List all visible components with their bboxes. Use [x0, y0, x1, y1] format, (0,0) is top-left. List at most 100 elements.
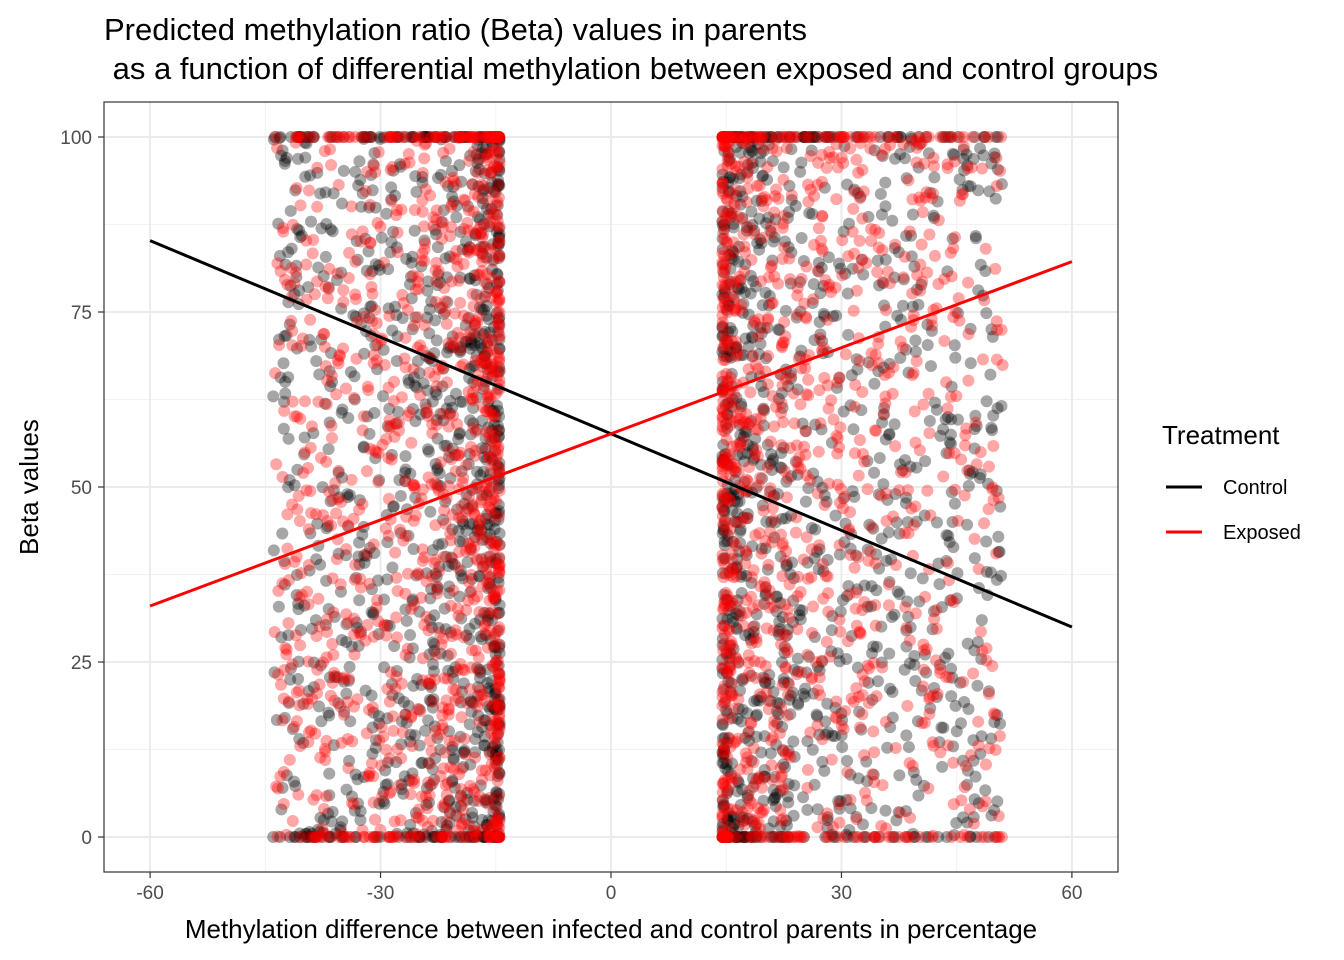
point-control — [323, 767, 336, 780]
point-exposed — [367, 796, 380, 809]
point-control — [908, 658, 921, 671]
point-control — [424, 614, 437, 627]
point-control — [486, 700, 499, 713]
point-exposed — [988, 831, 1001, 843]
point-control — [872, 488, 885, 501]
point-control — [755, 458, 768, 471]
point-exposed — [464, 325, 477, 338]
point-control — [725, 400, 738, 413]
point-control — [387, 500, 400, 513]
point-control — [877, 408, 890, 421]
point-control — [746, 131, 759, 143]
point-exposed — [432, 565, 445, 578]
point-exposed — [356, 225, 369, 238]
point-control — [731, 516, 744, 529]
point-exposed — [830, 193, 843, 206]
point-control — [725, 810, 738, 823]
point-exposed — [430, 275, 443, 288]
point-control — [717, 524, 730, 537]
point-exposed — [835, 151, 848, 164]
point-control — [757, 419, 770, 432]
point-exposed — [446, 552, 459, 565]
point-control — [919, 455, 932, 468]
point-control — [888, 418, 901, 431]
point-control — [735, 570, 748, 583]
point-exposed — [376, 790, 389, 803]
point-control — [447, 195, 460, 208]
point-exposed — [487, 492, 500, 505]
point-exposed — [474, 513, 487, 526]
point-control — [792, 698, 805, 711]
point-control — [764, 831, 777, 843]
point-control — [943, 436, 956, 449]
point-control — [967, 153, 980, 166]
point-control — [772, 323, 785, 336]
point-control — [492, 404, 505, 417]
point-exposed — [493, 236, 506, 249]
point-control — [481, 610, 494, 623]
point-control — [471, 726, 484, 739]
point-control — [995, 400, 1008, 413]
point-control — [336, 197, 349, 210]
point-control — [268, 666, 281, 679]
point-control — [342, 412, 355, 425]
point-control — [721, 612, 734, 625]
point-control — [491, 831, 504, 843]
point-control — [292, 603, 305, 616]
point-control — [719, 762, 732, 775]
point-exposed — [286, 395, 299, 408]
point-control — [476, 192, 489, 205]
point-exposed — [409, 283, 422, 296]
point-exposed — [279, 273, 292, 286]
point-control — [789, 199, 802, 212]
point-exposed — [446, 630, 459, 643]
point-control — [900, 491, 913, 504]
point-exposed — [440, 825, 453, 838]
point-exposed — [465, 131, 478, 143]
point-control — [489, 746, 502, 759]
point-exposed — [307, 233, 320, 246]
point-control — [479, 831, 492, 843]
point-exposed — [326, 572, 339, 585]
point-exposed — [937, 131, 950, 143]
point-exposed — [439, 517, 452, 530]
point-exposed — [468, 507, 481, 520]
point-control — [409, 806, 422, 819]
point-control — [338, 705, 351, 718]
point-exposed — [769, 400, 782, 413]
point-control — [493, 318, 506, 331]
point-exposed — [492, 321, 505, 334]
point-control — [317, 814, 330, 827]
point-exposed — [898, 250, 911, 263]
point-control — [446, 775, 459, 788]
point-control — [482, 825, 495, 838]
point-exposed — [431, 587, 444, 600]
point-control — [827, 310, 840, 323]
point-control — [481, 518, 494, 531]
point-control — [724, 131, 737, 143]
point-exposed — [470, 831, 483, 843]
point-control — [730, 623, 743, 636]
point-exposed — [436, 709, 449, 722]
point-exposed — [493, 674, 506, 687]
point-control — [493, 716, 506, 729]
point-control — [885, 610, 898, 623]
point-exposed — [436, 301, 449, 314]
point-control — [416, 756, 429, 769]
point-control — [390, 354, 403, 367]
point-exposed — [484, 392, 497, 405]
point-control — [437, 131, 450, 143]
point-control — [921, 338, 934, 351]
point-control — [745, 831, 758, 843]
point-control — [718, 223, 731, 236]
point-control — [414, 831, 427, 843]
point-exposed — [718, 596, 731, 609]
point-exposed — [304, 441, 317, 454]
point-control — [491, 237, 504, 250]
chart-title-line2: as a function of differential methylatio… — [104, 51, 1158, 86]
point-exposed — [276, 221, 289, 234]
point-exposed — [455, 711, 468, 724]
point-control — [905, 132, 918, 145]
point-exposed — [445, 453, 458, 466]
point-control — [307, 131, 320, 143]
